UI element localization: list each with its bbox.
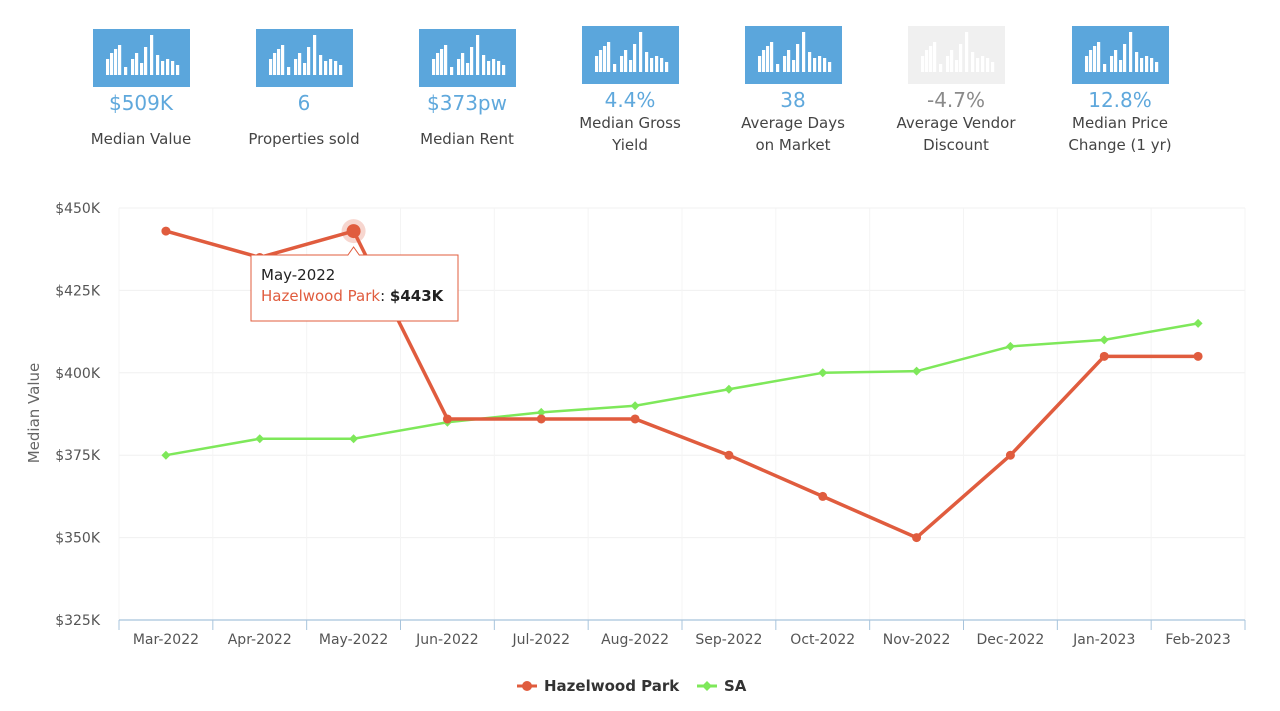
stat-6: 12.8% Median Price Change (1 yr) bbox=[1040, 26, 1200, 156]
stat-label: Average Days on Market bbox=[741, 114, 845, 154]
stat-3: 4.4% Median Gross Yield bbox=[550, 26, 710, 156]
bar-chart-icon bbox=[744, 26, 842, 84]
tooltip: May-2022 Hazelwood Park: $443K bbox=[250, 246, 459, 322]
legend-marker bbox=[522, 681, 532, 691]
data-point[interactable] bbox=[1193, 318, 1203, 328]
x-tick-label: Nov-2022 bbox=[883, 632, 951, 648]
stat-value: 6 bbox=[297, 91, 311, 115]
stat-5: -4.7% Average Vendor Discount bbox=[876, 26, 1036, 156]
data-point[interactable] bbox=[630, 414, 640, 424]
y-tick-label: $375K bbox=[55, 448, 101, 464]
y-axis-label: Median Value bbox=[25, 363, 43, 464]
data-point[interactable] bbox=[818, 491, 828, 501]
data-point[interactable] bbox=[630, 401, 640, 411]
data-point[interactable] bbox=[442, 414, 452, 424]
bar-chart-icon bbox=[907, 26, 1005, 84]
stat-1: 6 Properties sold bbox=[224, 29, 384, 150]
data-point[interactable] bbox=[912, 533, 922, 543]
bar-chart-icon bbox=[1071, 26, 1169, 84]
data-point[interactable] bbox=[161, 226, 171, 236]
x-tick-label: Jul-2022 bbox=[511, 632, 570, 648]
series-line bbox=[165, 322, 1199, 457]
y-tick-label: $350K bbox=[55, 531, 101, 547]
stat-label: Properties sold bbox=[248, 130, 360, 148]
y-tick-label: $325K bbox=[55, 613, 101, 629]
tooltip-pointer bbox=[347, 246, 360, 256]
bar-chart-icon bbox=[581, 26, 679, 84]
data-point[interactable] bbox=[536, 407, 546, 417]
data-point[interactable] bbox=[1005, 450, 1015, 460]
data-point[interactable] bbox=[255, 434, 265, 444]
stat-label: Median Price Change (1 yr) bbox=[1068, 114, 1172, 154]
x-tick-label: Sep-2022 bbox=[695, 632, 762, 648]
y-tick-label: $450K bbox=[55, 201, 101, 217]
stat-value: $373pw bbox=[427, 91, 507, 115]
data-point[interactable] bbox=[536, 414, 546, 424]
tooltip-box bbox=[250, 254, 459, 322]
tooltip-value: $443K bbox=[390, 287, 445, 305]
median-value-chart: $325K $350K $375K $400K $425K $450K Median Va… bbox=[25, 201, 1246, 695]
series-sa bbox=[161, 318, 1203, 460]
data-point[interactable] bbox=[1099, 351, 1109, 361]
series bbox=[161, 219, 1203, 543]
x-tick-label: Mar-2022 bbox=[133, 632, 199, 648]
hover-point[interactable] bbox=[346, 224, 361, 239]
data-point[interactable] bbox=[1099, 335, 1109, 345]
data-point[interactable] bbox=[1193, 351, 1203, 361]
stat-2: $373pw Median Rent bbox=[387, 29, 547, 150]
stat-label: Median Gross Yield bbox=[579, 114, 681, 154]
legend-item-1[interactable]: SA bbox=[697, 677, 747, 695]
series-hazelwood-park bbox=[161, 226, 1203, 543]
x-tick-label: Dec-2022 bbox=[977, 632, 1045, 648]
tooltip-title: May-2022 bbox=[261, 266, 335, 284]
tooltip-series-name: Hazelwood Park bbox=[261, 287, 380, 305]
stat-label: Average Vendor Discount bbox=[896, 114, 1016, 154]
stat-0: $509K Median Value bbox=[61, 29, 221, 150]
stat-label: Median Value bbox=[90, 130, 192, 148]
series-line bbox=[165, 229, 1199, 540]
legend-label: Hazelwood Park bbox=[544, 677, 680, 695]
stat-value: 4.4% bbox=[604, 88, 656, 112]
data-point[interactable] bbox=[818, 368, 828, 378]
x-tick-label: Aug-2022 bbox=[601, 632, 669, 648]
x-tick-label: Jun-2022 bbox=[415, 632, 479, 648]
stat-4: 38 Average Days on Market bbox=[713, 26, 873, 156]
legend-marker bbox=[702, 681, 712, 691]
tooltip-colon: : bbox=[380, 287, 390, 305]
x-tick-label: Feb-2023 bbox=[1165, 632, 1230, 648]
tooltip-body: Hazelwood Park: $443K bbox=[261, 287, 445, 305]
stat-value: -4.7% bbox=[926, 88, 986, 112]
x-tick-label: May-2022 bbox=[319, 632, 388, 648]
legend-item-0[interactable]: Hazelwood Park bbox=[517, 677, 680, 695]
data-point[interactable] bbox=[724, 450, 734, 460]
y-tick-label: $425K bbox=[55, 283, 101, 299]
y-axis-ticks: $325K $350K $375K $400K $425K $450K bbox=[55, 201, 101, 629]
stat-value: $509K bbox=[108, 91, 173, 115]
data-point[interactable] bbox=[724, 384, 734, 394]
bar-chart-icon bbox=[92, 29, 190, 87]
x-axis: Mar-2022 Apr-2022 May-2022 Jun-2022 Jul-2022… bbox=[118, 619, 1246, 648]
x-tick-label: Oct-2022 bbox=[790, 632, 855, 648]
data-point[interactable] bbox=[1005, 341, 1015, 351]
bar-chart-icon bbox=[418, 29, 516, 87]
stats-bar: $509K Median Value 6 Properties sold $373pw M… bbox=[0, 0, 1280, 175]
legend: Hazelwood Park SA bbox=[517, 677, 747, 695]
stat-label: Median Rent bbox=[420, 130, 514, 148]
x-tick-label: Apr-2022 bbox=[228, 632, 292, 648]
y-tick-label: $400K bbox=[55, 366, 101, 382]
legend-label: SA bbox=[724, 677, 747, 695]
grid bbox=[118, 207, 1246, 620]
stat-value: 38 bbox=[780, 88, 806, 112]
bar-chart-icon bbox=[255, 29, 353, 87]
x-tick-label: Jan-2023 bbox=[1072, 632, 1135, 648]
data-point[interactable] bbox=[349, 434, 359, 444]
stat-value: 12.8% bbox=[1088, 88, 1152, 112]
data-point[interactable] bbox=[161, 450, 171, 460]
data-point[interactable] bbox=[912, 366, 922, 376]
